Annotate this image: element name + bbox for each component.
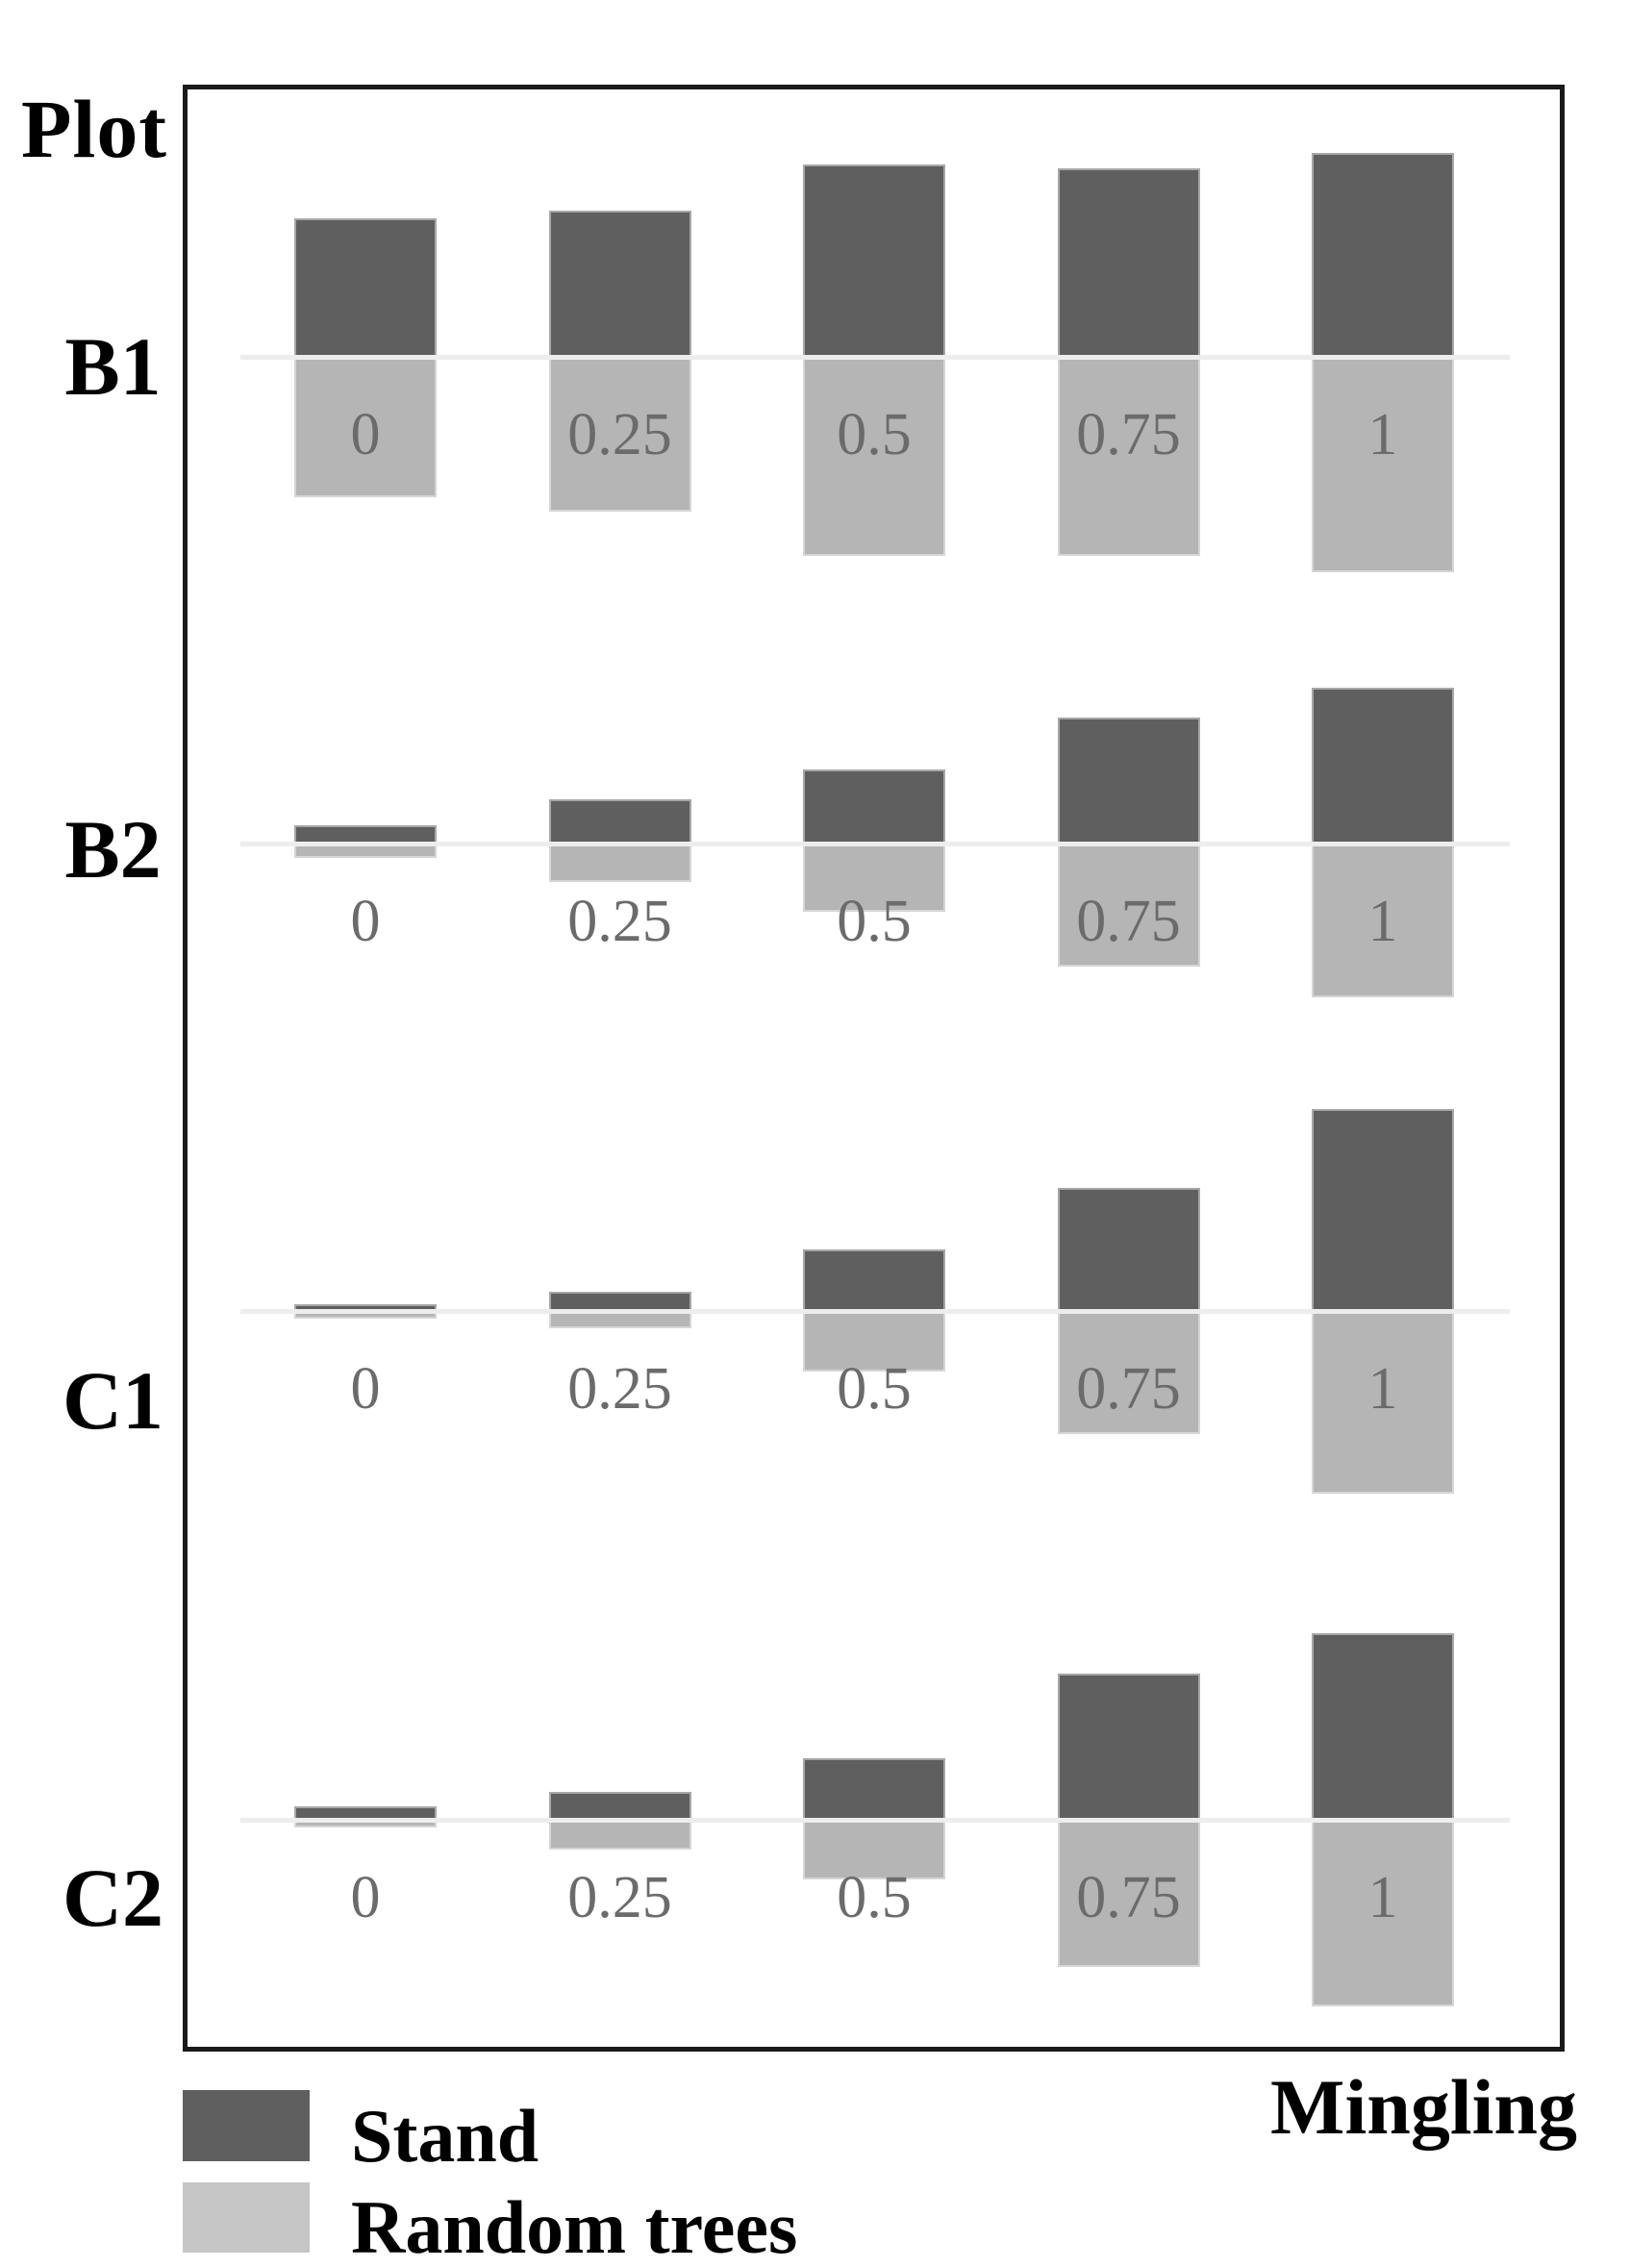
tick-label-c2-0.5: 0.5: [837, 1865, 912, 1930]
baseline-gridline-b1: [240, 355, 1510, 360]
x-axis-title: Mingling: [1270, 2063, 1577, 2151]
tick-label-c1-0.75: 0.75: [1076, 1356, 1181, 1422]
random-bar-c1-0.75: [1057, 1311, 1200, 1434]
stand-bar-b2-0.25: [548, 799, 691, 844]
tick-label-b2-0.5: 0.5: [837, 889, 912, 954]
tick-label-c2-0.25: 0.25: [567, 1865, 672, 1930]
stand-bar-c1-0.75: [1057, 1188, 1200, 1311]
tick-label-b2-0.75: 0.75: [1076, 889, 1181, 954]
stand-bar-b1-0: [294, 218, 437, 357]
random-bar-c1-0.5: [803, 1311, 945, 1372]
random-bar-b2-1: [1312, 844, 1454, 997]
tick-label-b1-1: 1: [1367, 402, 1398, 467]
legend-label-stand: Stand: [351, 2094, 539, 2178]
random-bar-c1-1: [1312, 1311, 1454, 1494]
tick-label-b1-0.75: 0.75: [1076, 402, 1181, 467]
row-label-c1: C1: [62, 1354, 164, 1447]
random-bar-b2-0.5: [803, 844, 945, 912]
stand-bar-c2-0.75: [1057, 1674, 1200, 1820]
tick-label-c1-1: 1: [1367, 1356, 1398, 1422]
tick-label-c1-0.5: 0.5: [837, 1356, 912, 1422]
stand-bar-c1-1: [1312, 1109, 1454, 1311]
random-bar-b1-0.5: [803, 357, 945, 556]
stand-bar-b1-0.5: [803, 164, 945, 357]
stand-bar-c1-0.5: [803, 1249, 945, 1311]
random-bar-b1-0.75: [1057, 357, 1200, 556]
tick-label-b2-0: 0: [350, 889, 381, 954]
tick-label-b2-0.25: 0.25: [567, 889, 672, 954]
random-bar-c2-0.25: [548, 1820, 691, 1850]
tick-label-c1-0.25: 0.25: [567, 1356, 672, 1422]
random-bar-b1-0: [294, 357, 437, 497]
baseline-gridline-b2: [240, 842, 1510, 846]
tick-label-c2-0: 0: [350, 1865, 381, 1930]
tick-label-b1-0: 0: [350, 402, 381, 467]
legend-label-random: Random trees: [351, 2185, 798, 2268]
tick-label-c1-0: 0: [350, 1356, 381, 1422]
row-label-b1: B1: [64, 320, 162, 413]
stand-bar-b1-1: [1312, 153, 1454, 357]
stand-bar-b2-0.75: [1057, 718, 1200, 844]
legend-swatch-random: [183, 2182, 310, 2253]
stand-bar-c1-0.25: [548, 1292, 691, 1311]
random-bar-b2-0.25: [548, 844, 691, 882]
tick-label-b2-1: 1: [1367, 889, 1398, 954]
random-bar-c2-0.75: [1057, 1820, 1200, 1967]
stand-bar-c2-1: [1312, 1633, 1454, 1820]
legend-swatch-stand: [183, 2090, 310, 2161]
stand-bar-b1-0.25: [548, 211, 691, 357]
random-bar-b1-0.25: [548, 357, 691, 512]
stand-bar-c2-0.25: [548, 1792, 691, 1820]
stand-bar-b2-0.5: [803, 769, 945, 844]
random-bar-c2-1: [1312, 1820, 1454, 2006]
row-label-c2: C2: [62, 1852, 164, 1944]
baseline-gridline-c1: [240, 1309, 1510, 1314]
tick-label-c2-1: 1: [1367, 1865, 1398, 1930]
tick-label-b1-0.5: 0.5: [837, 402, 912, 467]
stand-bar-b1-0.75: [1057, 168, 1200, 357]
tick-label-c2-0.75: 0.75: [1076, 1865, 1181, 1930]
row-label-b2: B2: [64, 803, 162, 895]
facet-corner-label: Plot: [21, 83, 168, 175]
tick-label-b1-0.25: 0.25: [567, 402, 672, 467]
stand-bar-b2-1: [1312, 688, 1454, 844]
stand-bar-c2-0.5: [803, 1758, 945, 1820]
random-bar-b2-0.75: [1057, 844, 1200, 967]
baseline-gridline-c2: [240, 1818, 1510, 1823]
